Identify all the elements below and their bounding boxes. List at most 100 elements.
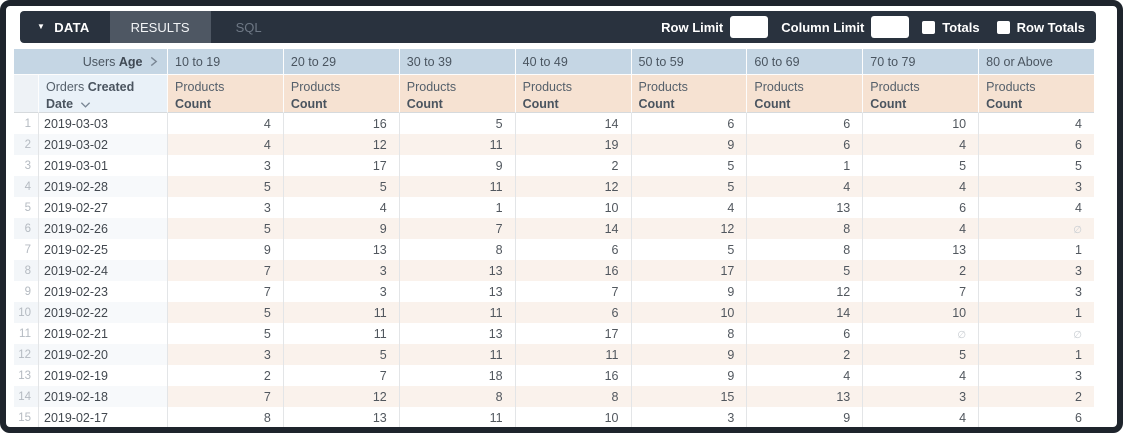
totals-checkbox[interactable]	[922, 20, 936, 34]
value-cell[interactable]: 11	[398, 302, 515, 323]
value-cell[interactable]: 4	[862, 134, 979, 155]
value-cell[interactable]: 14	[514, 113, 631, 134]
value-cell[interactable]: 4	[862, 365, 978, 386]
value-cell[interactable]: 7	[398, 218, 515, 239]
value-cell[interactable]: 9	[746, 407, 862, 427]
value-cell[interactable]: 8	[167, 407, 283, 427]
pivot-dimension-header[interactable]: Users Age	[14, 49, 167, 74]
value-cell[interactable]: 8	[746, 218, 863, 239]
pivot-value-header[interactable]: 50 to 59	[630, 49, 747, 74]
value-cell[interactable]: 4	[862, 407, 978, 427]
value-cell[interactable]: 9	[630, 281, 747, 302]
measure-header[interactable]: Products Count	[746, 74, 863, 113]
value-cell[interactable]: 16	[514, 260, 631, 281]
date-cell[interactable]: 2019-02-24	[38, 260, 167, 281]
value-cell[interactable]: 3	[282, 281, 399, 302]
value-cell[interactable]: 9	[167, 239, 283, 260]
value-cell[interactable]: 4	[862, 218, 979, 239]
date-cell[interactable]: 2019-02-27	[38, 197, 167, 218]
value-cell[interactable]: 13	[282, 239, 399, 260]
value-cell[interactable]: 13	[746, 197, 862, 218]
value-cell[interactable]: ∅	[978, 323, 1094, 344]
value-cell[interactable]: 12	[630, 218, 747, 239]
value-cell[interactable]: 6	[630, 113, 747, 134]
value-cell[interactable]: 3	[862, 386, 979, 407]
measure-header[interactable]: Products Count	[398, 74, 515, 113]
value-cell[interactable]: 10	[514, 407, 631, 427]
date-cell[interactable]: 2019-03-02	[38, 134, 167, 155]
date-cell[interactable]: 2019-02-20	[38, 344, 167, 365]
pivot-value-header[interactable]: 30 to 39	[398, 49, 515, 74]
value-cell[interactable]: 6	[746, 134, 863, 155]
pivot-value-header[interactable]: 40 to 49	[514, 49, 631, 74]
value-cell[interactable]: 4	[630, 197, 747, 218]
pivot-value-header[interactable]: 70 to 79	[862, 49, 979, 74]
value-cell[interactable]: 7	[167, 260, 283, 281]
value-cell[interactable]: 14	[746, 302, 863, 323]
value-cell[interactable]: 8	[630, 323, 747, 344]
value-cell[interactable]: 18	[398, 365, 515, 386]
value-cell[interactable]: 5	[746, 260, 863, 281]
pivot-value-header[interactable]: 10 to 19	[167, 49, 283, 74]
date-cell[interactable]: 2019-03-01	[38, 155, 167, 176]
value-cell[interactable]: 4	[746, 176, 863, 197]
value-cell[interactable]: 9	[398, 155, 515, 176]
value-cell[interactable]: 11	[282, 323, 399, 344]
value-cell[interactable]: 4	[167, 134, 283, 155]
value-cell[interactable]: 3	[167, 155, 283, 176]
date-cell[interactable]: 2019-02-18	[38, 386, 167, 407]
value-cell[interactable]: 3	[167, 197, 283, 218]
value-cell[interactable]: 11	[398, 134, 515, 155]
value-cell[interactable]: 5	[978, 155, 1094, 176]
date-cell[interactable]: 2019-02-28	[38, 176, 167, 197]
value-cell[interactable]: 17	[514, 323, 631, 344]
measure-header[interactable]: Products Count	[167, 74, 283, 113]
measure-header[interactable]: Products Count	[630, 74, 747, 113]
tab-data[interactable]: ▼ DATA	[20, 11, 110, 43]
value-cell[interactable]: 3	[978, 260, 1094, 281]
value-cell[interactable]: ∅	[978, 218, 1094, 239]
value-cell[interactable]: 9	[282, 218, 399, 239]
value-cell[interactable]: 5	[282, 176, 399, 197]
value-cell[interactable]: 2	[978, 386, 1094, 407]
value-cell[interactable]: 6	[746, 323, 862, 344]
row-limit-input[interactable]	[730, 16, 769, 38]
value-cell[interactable]: 16	[514, 365, 631, 386]
value-cell[interactable]: 8	[514, 386, 631, 407]
value-cell[interactable]: ∅	[862, 323, 978, 344]
value-cell[interactable]: 13	[398, 260, 515, 281]
value-cell[interactable]: 3	[978, 281, 1094, 302]
value-cell[interactable]: 1	[978, 344, 1094, 365]
value-cell[interactable]: 11	[514, 344, 631, 365]
value-cell[interactable]: 16	[282, 113, 399, 134]
value-cell[interactable]: 10	[514, 197, 631, 218]
value-cell[interactable]: 2	[167, 365, 283, 386]
column-limit-input[interactable]	[871, 16, 910, 38]
value-cell[interactable]: 3	[167, 344, 283, 365]
value-cell[interactable]: 2	[746, 344, 863, 365]
value-cell[interactable]: 7	[282, 365, 399, 386]
date-cell[interactable]: 2019-02-21	[38, 323, 167, 344]
value-cell[interactable]: 15	[630, 386, 747, 407]
measure-header[interactable]: Products Count	[514, 74, 631, 113]
value-cell[interactable]: 9	[630, 365, 747, 386]
value-cell[interactable]: 10	[630, 302, 747, 323]
value-cell[interactable]: 9	[630, 344, 747, 365]
date-cell[interactable]: 2019-02-25	[38, 239, 167, 260]
value-cell[interactable]: 11	[398, 407, 515, 427]
value-cell[interactable]: 12	[282, 386, 399, 407]
value-cell[interactable]: 3	[978, 176, 1094, 197]
value-cell[interactable]: 6	[514, 239, 631, 260]
value-cell[interactable]: 5	[630, 155, 747, 176]
value-cell[interactable]: 17	[282, 155, 399, 176]
measure-header[interactable]: Products Count	[862, 74, 979, 113]
date-cell[interactable]: 2019-02-19	[38, 365, 167, 386]
value-cell[interactable]: 11	[282, 302, 399, 323]
value-cell[interactable]: 19	[514, 134, 631, 155]
value-cell[interactable]: 7	[167, 386, 283, 407]
value-cell[interactable]: 4	[862, 176, 979, 197]
value-cell[interactable]: 3	[978, 365, 1094, 386]
value-cell[interactable]: 4	[167, 113, 283, 134]
value-cell[interactable]: 4	[978, 197, 1094, 218]
value-cell[interactable]: 10	[862, 302, 979, 323]
